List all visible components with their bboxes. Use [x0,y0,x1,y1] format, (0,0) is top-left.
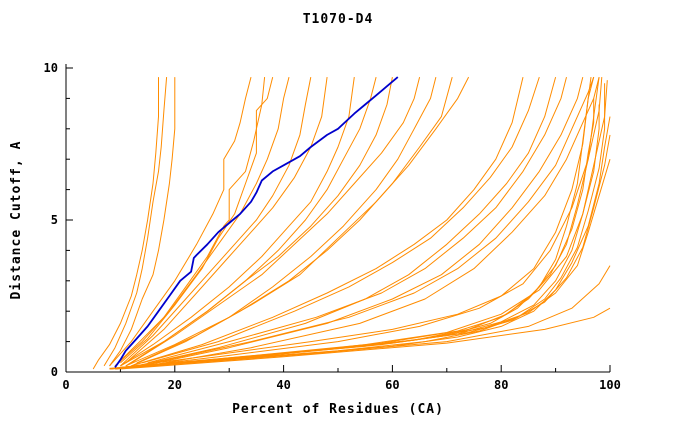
chart-title: T1070-D4 [302,12,374,27]
model-curve [142,76,540,364]
x-tick-label: 0 [62,378,69,392]
model-curve [147,76,567,364]
model-curve [109,80,608,370]
y-tick-label: 0 [51,365,58,379]
model-curve [109,77,176,367]
model-curve [103,77,168,367]
model-curve [131,76,524,367]
y-tick-label: 10 [44,61,58,75]
model-curve [120,104,600,369]
model-curve [120,77,393,367]
model-curve [120,307,611,370]
model-curve [120,77,355,367]
model-curve [125,76,437,367]
model-curve [109,76,252,367]
x-tick-label: 100 [599,378,621,392]
model-curve [114,77,266,367]
highlighted-model-curve [114,76,399,368]
model-curve [125,159,611,368]
model-curve [131,76,421,364]
model-curve [120,134,611,368]
model-curve [92,77,159,370]
x-tick-label: 60 [385,378,399,392]
y-tick-label: 5 [51,213,58,227]
model-curve [125,77,328,364]
model-curve [120,77,312,367]
x-axis-label: Percent of Residues (CA) [232,402,444,417]
x-tick-label: 80 [494,378,508,392]
model-curve [147,76,600,367]
model-curve [136,76,470,364]
model-curve [120,76,274,364]
x-tick-label: 20 [168,378,182,392]
model-curve [152,76,595,364]
model-curve [114,76,290,367]
model-curve [131,265,611,368]
model-curve [136,76,557,367]
x-tick-label: 40 [276,378,290,392]
model-curve [142,76,584,367]
model-curve [114,77,603,370]
